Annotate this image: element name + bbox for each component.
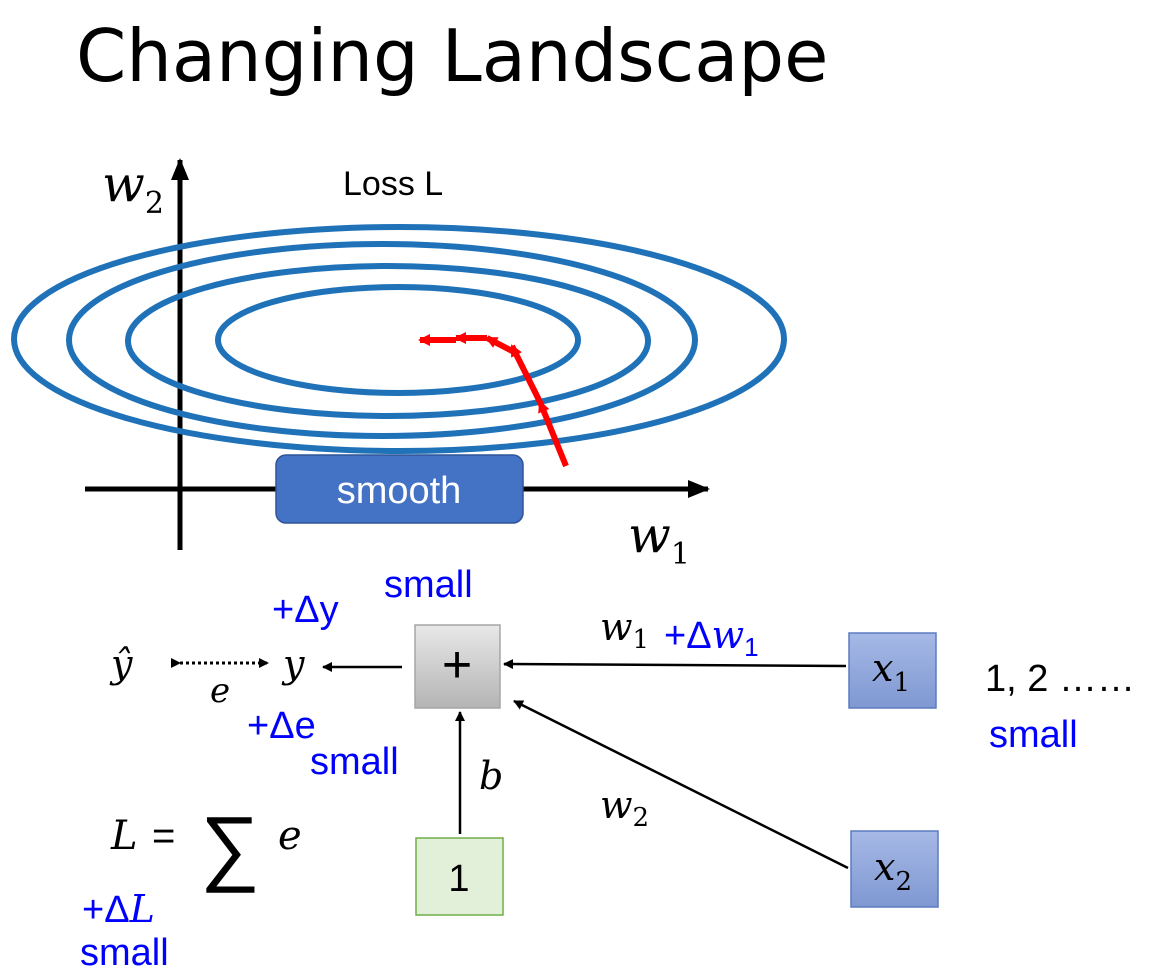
path-step <box>509 344 543 404</box>
x2-node <box>850 830 939 908</box>
slide-title: Changing Landscape <box>76 14 829 98</box>
delta-L-note: small <box>80 932 169 973</box>
x1-note: small <box>989 714 1078 756</box>
bias-input-node <box>415 837 504 916</box>
x1-values: 1, 2 …… <box>985 658 1135 700</box>
path-step <box>485 335 516 355</box>
loss-landscape: Loss L w2 w1 smooth <box>11 155 787 572</box>
contour-ring <box>11 224 787 454</box>
contour-ring <box>66 241 698 439</box>
delta-e-note: small <box>310 741 399 783</box>
path-step <box>537 400 569 468</box>
loss-equation: L = ∑ e <box>110 799 302 893</box>
y-hat-label: ŷ <box>109 642 133 686</box>
contour-ring <box>215 284 581 396</box>
w1-axis-label: w1 <box>628 506 690 572</box>
sum-node-label: + <box>442 636 472 694</box>
x1-label: x1 <box>872 646 910 698</box>
loss-sum-symbol: ∑ <box>200 799 260 893</box>
smooth-region <box>275 454 524 524</box>
contour-ring <box>125 263 651 419</box>
delta-y-note: small <box>384 564 473 606</box>
gradient-path <box>418 332 569 468</box>
sum-node <box>414 624 501 709</box>
delta-L-label: +ΔL <box>82 887 155 931</box>
w2-label: w2 <box>600 783 649 833</box>
w1-label: w1 <box>600 605 649 655</box>
w2-connection <box>513 699 849 870</box>
delta-y-label: +Δy <box>272 589 339 631</box>
delta-e-label: +Δe <box>247 705 316 747</box>
y-label: y <box>281 642 305 686</box>
delta-w1-label: +Δw1 <box>664 613 759 662</box>
smooth-label: smooth <box>337 470 462 512</box>
x2-label: x2 <box>874 845 912 897</box>
loss-contours <box>11 224 787 454</box>
loss-rhs: e <box>278 813 302 859</box>
bias-weight-label: b <box>479 754 503 798</box>
x1-node <box>848 632 937 709</box>
bias-input-label: 1 <box>448 858 469 900</box>
loss-label: Loss L <box>343 165 443 203</box>
error-label: e <box>210 671 230 711</box>
w2-axis-label: w2 <box>102 155 164 221</box>
loss-equals: = <box>152 814 175 858</box>
network-diagram: ŷ y e +Δy small +Δe small + 1 b x1 w1 +Δ… <box>80 564 1135 973</box>
w1-connection <box>503 659 847 670</box>
loss-lhs: L <box>110 813 138 859</box>
